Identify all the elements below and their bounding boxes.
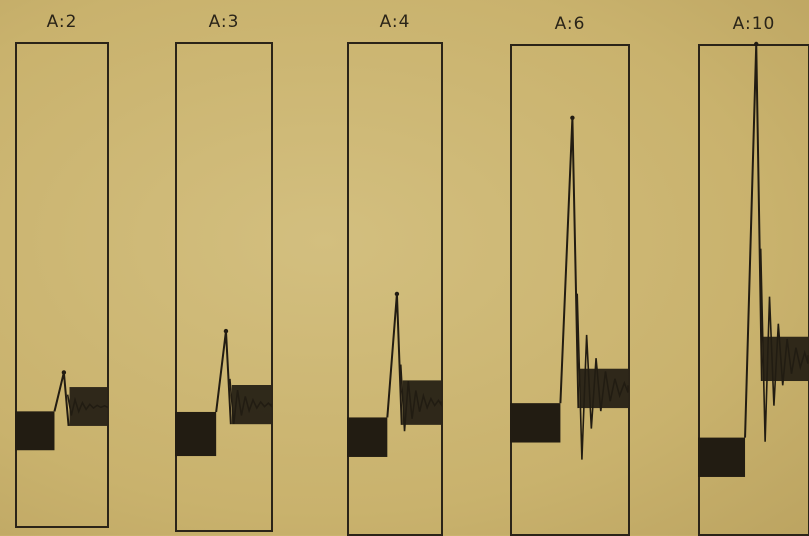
baseline-noise-band: [347, 417, 388, 457]
trace-plot: [15, 370, 108, 451]
trace-plot: [510, 115, 629, 460]
trace-plot: [175, 328, 272, 457]
panel-label: A:3: [208, 12, 240, 32]
spike-peak: [754, 41, 759, 47]
post-noise-band: [69, 387, 107, 426]
post-noise-band: [231, 385, 271, 425]
spike-line: [744, 43, 763, 438]
spike-peak: [223, 328, 229, 334]
panel-5: A:10: [698, 14, 809, 536]
panel-2: A:3: [175, 12, 273, 532]
post-noise-band: [579, 368, 628, 409]
panel-3: A:4: [347, 12, 443, 536]
panel-frame: [175, 42, 273, 532]
panel-label: A:6: [554, 14, 586, 34]
panel-label: A:4: [379, 12, 411, 32]
panel-1: A:2: [15, 12, 109, 528]
panel-frame: [15, 42, 109, 528]
spike-line: [215, 330, 232, 425]
spike-line: [386, 293, 403, 425]
trace-plot: [347, 291, 442, 457]
spike-line: [559, 117, 580, 409]
baseline-noise-band: [175, 411, 217, 457]
panel-label: A:2: [46, 12, 78, 32]
panel-4: A:6: [510, 14, 630, 536]
post-noise-band: [402, 380, 441, 425]
spike-peak: [61, 370, 67, 375]
panel-label: A:10: [732, 14, 776, 34]
post-noise-band: [762, 336, 808, 382]
baseline-noise-band: [698, 437, 746, 477]
spike-line: [53, 372, 70, 427]
trace-plot: [698, 41, 809, 477]
spike-peak: [570, 115, 575, 121]
spike-peak: [394, 291, 400, 297]
baseline-noise-band: [15, 411, 55, 451]
baseline-noise-band: [510, 403, 561, 443]
